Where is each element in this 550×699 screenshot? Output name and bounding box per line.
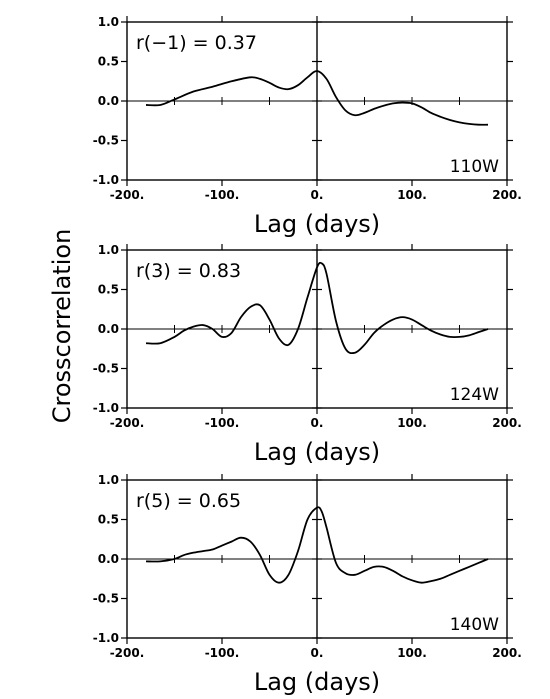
y-axis-title: Crosscorrelation [48,229,76,424]
panels-group: 1.00.50.0-0.5-1.0-200. -100. 0. 100. 200.Lag… [93,15,522,696]
x-tick-label: 0. [311,416,324,430]
y-tick-label: -0.5 [93,362,119,376]
y-tick-label: 0.5 [98,55,119,69]
y-tick-label: -1.0 [93,173,119,187]
station-label: 140W [450,615,499,635]
x-tick-label: -200. [110,188,145,202]
y-tick-label: 1.0 [98,15,119,29]
x-tick-label: -100. [205,188,240,202]
y-tick-label: 0.0 [98,552,119,566]
x-tick-label: 0. [311,188,324,202]
series-line-1 [145,506,489,584]
y-tick-label: 0.0 [98,322,119,336]
x-tick-label: -100. [205,646,240,660]
chart-panel-2: 1.0 0.5 0.0 -0.5 -1.0-200. -100. 0. 100. 200. Lag… [93,243,522,466]
x-tick-label: 100. [397,646,427,660]
x-axis-title: Lag (days) [254,438,380,466]
correlation-annotation: r(−1) = 0.37 [136,32,257,54]
correlation-annotation: r(3) = 0.83 [136,260,241,282]
y-tick-label: 1.0 [98,473,119,487]
y-tick-label: -0.5 [93,592,119,606]
correlation-annotation: r(5) = 0.65 [136,490,241,512]
x-tick-label: 0. [311,646,324,660]
y-tick-label: -1.0 [93,631,119,645]
x-tick-label: 100. [397,188,427,202]
x-tick-label: 100. [397,416,427,430]
station-label: 124W [450,385,499,405]
x-tick-label: 200. [492,188,522,202]
y-tick-label: 1.0 [98,243,119,257]
y-tick-label: 0.0 [98,94,119,108]
chart-panel-3: 1.0 0.5 0.0 -0.5 -1.0-200. -100. 0. 100. 200. Lag… [93,473,522,696]
station-label: 110W [450,157,499,177]
x-tick-label: -200. [110,646,145,660]
x-axis-title: Lag (days) [254,668,380,696]
y-tick-label: 0.5 [98,513,119,527]
series-line-1 [145,261,489,355]
x-tick-label: -200. [110,416,145,430]
x-tick-label: 200. [492,646,522,660]
chart-panel-1: 1.0 0.5 0.0 -0.5 -1.0-200. -100. 0. 100. 200. Lag… [93,15,522,238]
series-line-1 [145,70,489,126]
y-tick-label: -1.0 [93,401,119,415]
x-axis-title: Lag (days) [254,210,380,238]
x-tick-label: 200. [492,416,522,430]
x-tick-label: -100. [205,416,240,430]
y-tick-label: -0.5 [93,134,119,148]
y-tick-label: 0.5 [98,283,119,297]
